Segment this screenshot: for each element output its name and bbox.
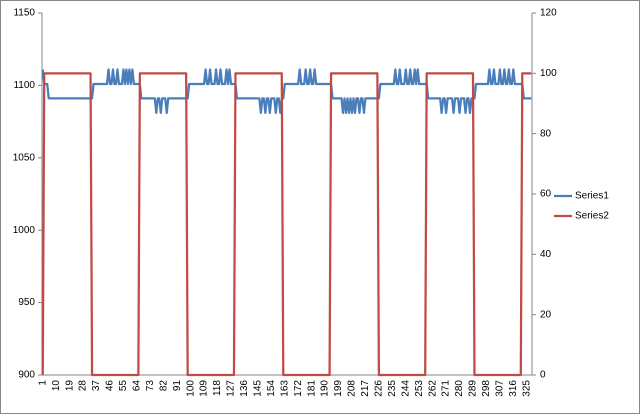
x-tick-label: 118 [212,380,223,396]
x-tick-label: 271 [441,380,452,397]
x-tick-label: 217 [360,380,371,397]
x-tick-label: 46 [105,380,116,392]
x-tick-label: 100 [185,380,196,397]
x-tick-label: 82 [158,380,169,392]
x-tick-label: 19 [64,380,75,392]
x-tick-label: 181 [306,380,317,397]
y-tick-label: 1000 [13,225,36,236]
x-tick-label: 64 [132,380,143,392]
x-tick-label: 91 [172,380,183,392]
x-tick-label: 73 [145,380,156,392]
y2-tick-label: 20 [540,309,552,320]
series-line [41,68,532,115]
x-tick-label: 145 [253,380,264,397]
legend-label: Series1 [575,191,609,202]
y-tick-label: 1100 [13,80,35,91]
x-tick-label: 244 [400,380,411,397]
y2-tick-label: 60 [540,189,552,200]
x-tick-label: 307 [495,380,506,397]
x-tick-label: 316 [508,380,519,397]
x-tick-label: 190 [320,380,331,397]
x-tick-label: 28 [78,380,89,392]
x-tick-label: 154 [266,380,277,397]
x-tick-label: 253 [414,380,425,397]
y-tick-label: 1150 [13,8,35,19]
y2-tick-label: 80 [540,128,552,139]
y-tick-label: 950 [18,297,35,308]
x-tick-label: 226 [374,380,385,397]
y-tick-label: 1050 [13,152,36,163]
x-tick-label: 109 [199,380,210,397]
y2-tick-label: 120 [540,8,557,19]
x-tick-label: 289 [468,380,479,397]
x-tick-label: 325 [521,380,532,397]
x-tick-label: 235 [387,380,398,397]
x-tick-label: 262 [427,380,438,397]
x-tick-label: 55 [118,380,129,392]
y2-tick-label: 100 [540,68,557,79]
x-tick-label: 163 [279,380,290,397]
x-tick-label: 1 [37,380,48,386]
series-line [41,72,532,377]
x-tick-label: 136 [239,380,250,397]
x-tick-label: 10 [51,380,62,392]
y-tick-label: 900 [18,370,35,381]
y2-tick-label: 0 [540,370,546,381]
x-tick-label: 208 [347,380,358,397]
x-tick-label: 37 [91,380,102,392]
x-tick-label: 199 [333,380,344,397]
x-tick-label: 298 [481,380,492,397]
x-tick-label: 280 [454,380,465,397]
y2-tick-label: 40 [540,249,552,260]
x-tick-label: 172 [293,380,304,397]
x-tick-label: 127 [226,380,237,397]
legend-label: Series2 [575,211,609,222]
